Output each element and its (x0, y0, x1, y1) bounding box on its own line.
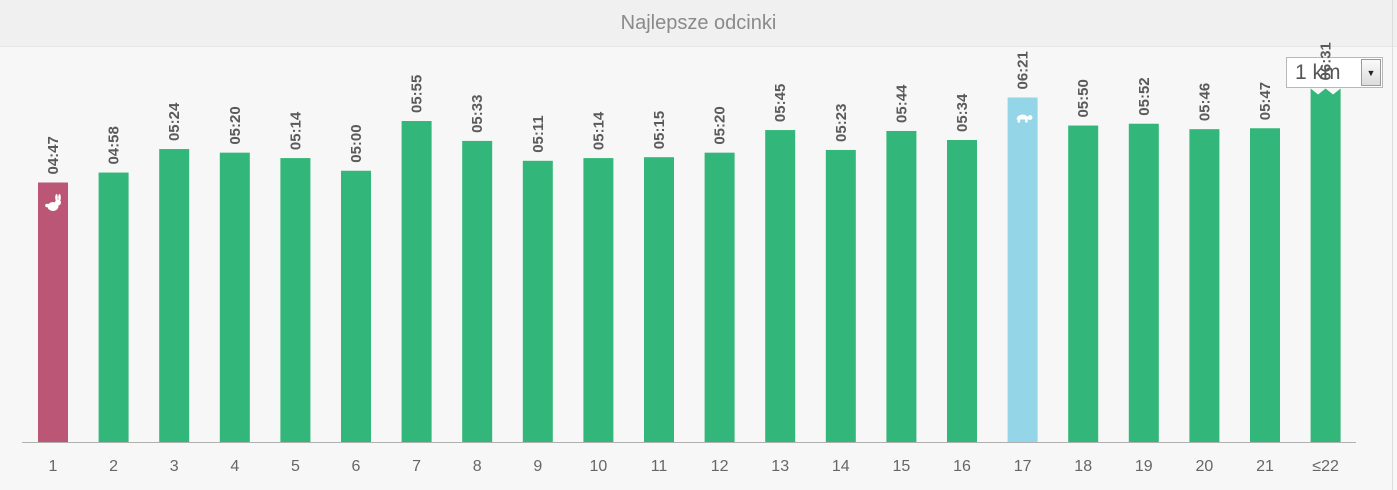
rabbit-icon (45, 194, 61, 212)
bar-value-label: 05:52 (1136, 77, 1153, 115)
bar-1 (38, 182, 68, 443)
bar-5 (280, 158, 311, 442)
bar-value-label: 05:11 (530, 115, 547, 153)
bar-19 (1128, 123, 1159, 442)
x-tick-label: 3 (170, 458, 179, 475)
bar-value-label: 05:46 (1196, 83, 1213, 121)
bar-6 (341, 170, 371, 442)
bar-22 (1310, 88, 1341, 443)
x-tick-label: 12 (711, 458, 729, 475)
bar-value-label: 05:33 (469, 95, 486, 133)
bar-value-label: 05:47 (1257, 82, 1274, 120)
bar-value-label: 04:47 (45, 136, 62, 174)
bar-8 (462, 140, 493, 442)
bar-7 (401, 121, 432, 442)
turtle-icon (1016, 114, 1033, 123)
bar-value-label: 05:44 (893, 84, 910, 123)
x-tick-label: 13 (771, 458, 789, 475)
bar-2 (98, 172, 129, 442)
x-tick-label: 15 (893, 458, 911, 475)
x-tick-label: 2 (109, 458, 118, 475)
x-tick-label: 11 (651, 458, 668, 475)
distance-select-value: 1 km (1295, 60, 1341, 84)
bar-3 (159, 149, 190, 443)
bar-value-label: 05:24 (166, 102, 183, 141)
x-tick-label: 18 (1074, 458, 1092, 475)
x-tick-label: 1 (49, 458, 58, 475)
bar-16 (947, 140, 977, 442)
bar-13 (765, 130, 796, 442)
bar-9 (522, 160, 553, 442)
bar-21 (1250, 128, 1280, 443)
bar-10 (583, 158, 614, 442)
bar-value-label: 05:00 (348, 124, 365, 162)
bar-value-label: 06:31 (1318, 42, 1335, 80)
triangle-down-icon[interactable]: ▼ (1361, 59, 1381, 86)
bar-17 (1007, 97, 1038, 442)
x-tick-label: 21 (1256, 458, 1274, 475)
x-tick-label: 7 (412, 458, 421, 475)
x-tick-label: 16 (953, 458, 971, 475)
chart-header: Najlepsze odcinki (0, 0, 1397, 47)
bar-18 (1068, 125, 1099, 443)
x-tick-label: ≤22 (1312, 458, 1339, 475)
x-tick-label: 10 (590, 458, 608, 475)
bar-11 (644, 157, 674, 442)
bar-value-label: 05:15 (651, 111, 668, 149)
x-tick-label: 8 (473, 458, 482, 475)
page-title: Najlepsze odcinki (620, 11, 777, 34)
bar-value-label: 05:14 (287, 111, 304, 150)
bar-value-label: 05:50 (1075, 79, 1092, 117)
bar-value-label: 05:55 (409, 75, 426, 113)
x-tick-label: 5 (291, 458, 300, 475)
bar-value-label: 05:20 (227, 106, 244, 144)
bar-4 (219, 152, 250, 442)
bar-value-label: 05:14 (590, 111, 607, 150)
x-tick-label: 17 (1014, 458, 1032, 475)
bar-value-label: 04:58 (106, 126, 123, 164)
bar-value-label: 06:21 (1015, 51, 1032, 89)
bar-14 (825, 149, 856, 442)
distance-select[interactable]: 1 km ▼ (1286, 57, 1383, 88)
bar-value-label: 05:45 (772, 84, 789, 122)
bar-value-label: 05:34 (954, 93, 971, 132)
bar-value-label: 05:23 (833, 104, 850, 142)
bar-15 (886, 130, 917, 442)
panel-divider (1392, 0, 1393, 490)
bar-value-label: 05:20 (712, 106, 729, 144)
x-tick-label: 14 (832, 458, 850, 475)
x-tick-label: 4 (230, 458, 239, 475)
x-tick-label: 9 (533, 458, 542, 475)
x-tick-label: 19 (1135, 458, 1153, 475)
x-tick-label: 20 (1196, 458, 1214, 475)
x-tick-label: 6 (352, 458, 361, 475)
bar-12 (704, 152, 735, 442)
bar-20 (1189, 129, 1220, 443)
